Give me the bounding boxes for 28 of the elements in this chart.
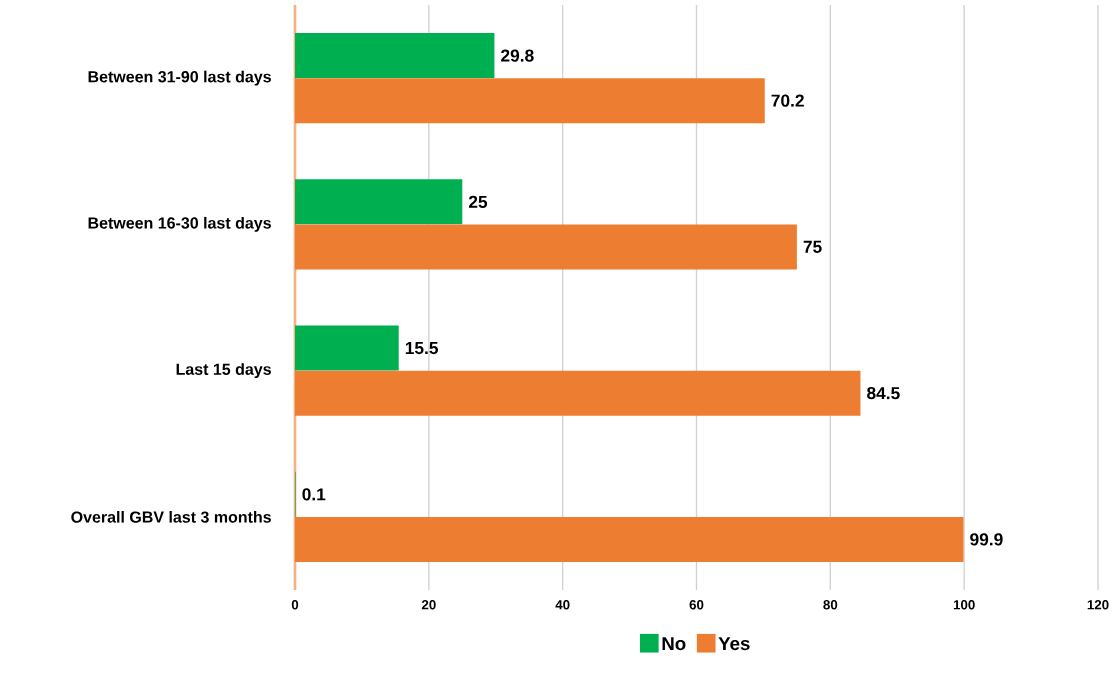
bar	[295, 33, 495, 79]
x-tick-label: 40	[555, 600, 570, 610]
bar	[295, 224, 797, 270]
x-tick-label: 100	[953, 600, 975, 610]
legend-label: Yes	[718, 637, 750, 651]
bar	[295, 78, 765, 124]
y-tick-label: Overall GBV last 3 months	[71, 511, 271, 523]
y-tick-label: Between 31-90 last days	[88, 70, 271, 86]
bar	[295, 179, 463, 225]
data-label: 99.9	[970, 533, 1003, 546]
x-tick-label: 20	[421, 600, 436, 610]
x-tick-label: 60	[689, 600, 704, 610]
x-tick-label: 80	[823, 600, 838, 610]
x-tick-label: 0	[291, 600, 299, 610]
legend-label: No	[662, 637, 686, 651]
data-label: 70.2	[771, 94, 804, 107]
bar	[295, 370, 861, 416]
y-tick-label: Last 15 days	[176, 363, 271, 379]
bar	[295, 325, 399, 371]
data-label: 0.1	[302, 488, 326, 501]
data-label: 25	[468, 195, 488, 208]
data-label: 15.5	[405, 342, 439, 355]
data-label: 84.5	[867, 386, 900, 400]
data-label: 75	[803, 240, 822, 253]
bar	[295, 516, 964, 562]
data-label: 29.8	[501, 49, 534, 62]
x-tick-label: 120	[1087, 600, 1109, 610]
y-tick-label: Between 16-30 last days	[88, 216, 271, 232]
